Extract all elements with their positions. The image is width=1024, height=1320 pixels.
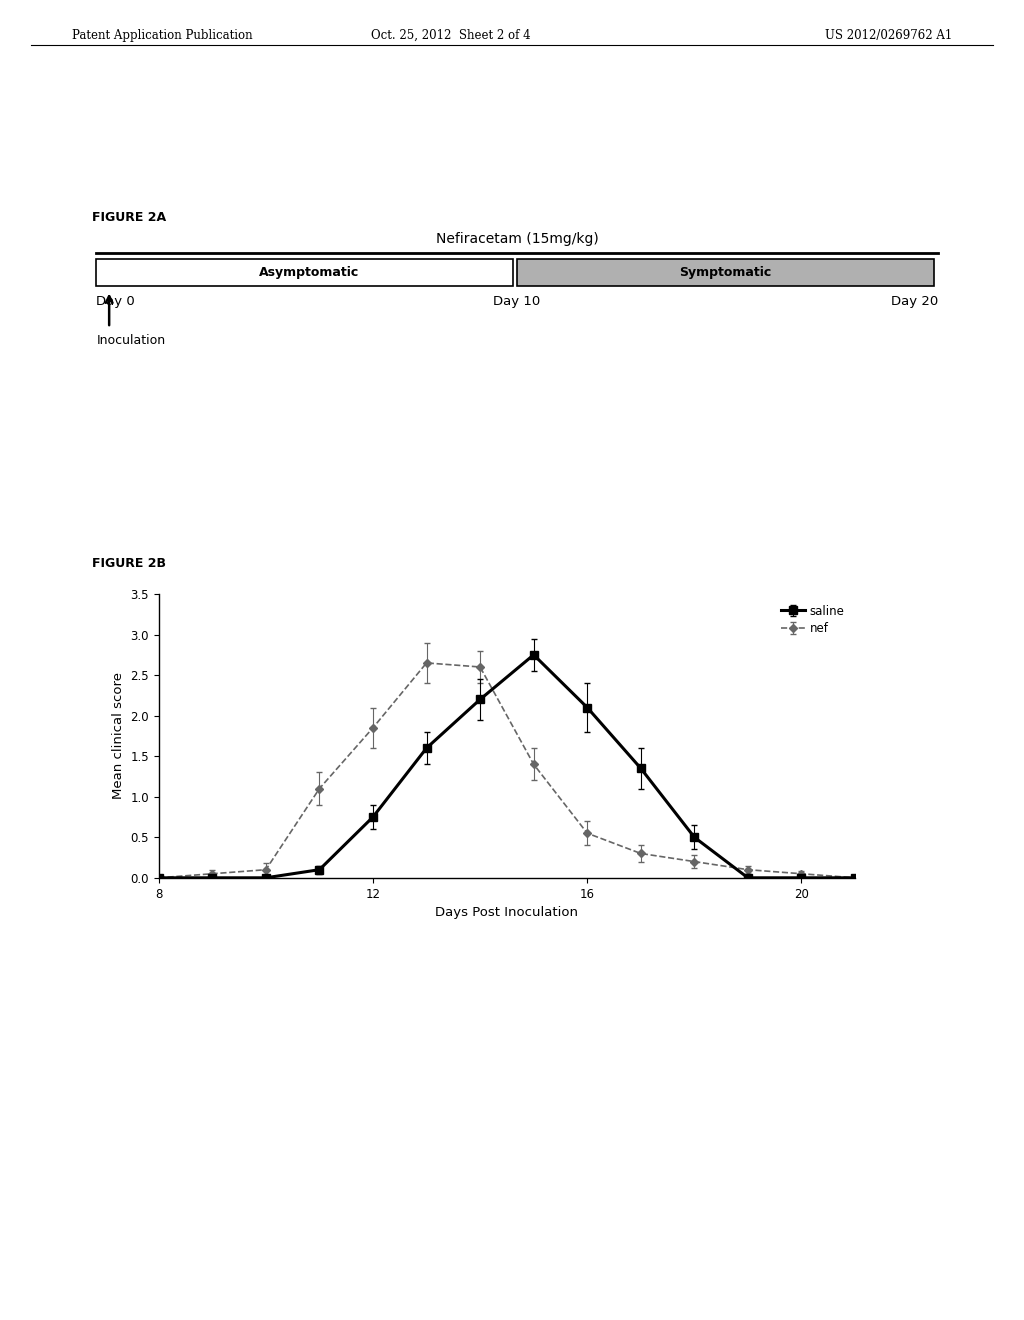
Text: US 2012/0269762 A1: US 2012/0269762 A1: [825, 29, 952, 42]
Text: Day 10: Day 10: [494, 294, 541, 308]
Text: FIGURE 2B: FIGURE 2B: [92, 557, 166, 570]
Text: Symptomatic: Symptomatic: [679, 267, 771, 279]
Text: Oct. 25, 2012  Sheet 2 of 4: Oct. 25, 2012 Sheet 2 of 4: [371, 29, 530, 42]
Text: Inoculation: Inoculation: [96, 334, 166, 347]
Text: Patent Application Publication: Patent Application Publication: [72, 29, 252, 42]
X-axis label: Days Post Inoculation: Days Post Inoculation: [435, 906, 579, 919]
Text: FIGURE 2A: FIGURE 2A: [92, 211, 166, 224]
Text: Asymptomatic: Asymptomatic: [259, 267, 359, 279]
Legend: saline, nef: saline, nef: [776, 599, 849, 640]
Text: Day 20: Day 20: [891, 294, 938, 308]
Text: Nefiracetam (15mg/kg): Nefiracetam (15mg/kg): [436, 232, 598, 247]
Y-axis label: Mean clinical score: Mean clinical score: [112, 672, 125, 800]
Bar: [96, 259, 513, 286]
Bar: [517, 259, 934, 286]
Text: Day 0: Day 0: [96, 294, 135, 308]
